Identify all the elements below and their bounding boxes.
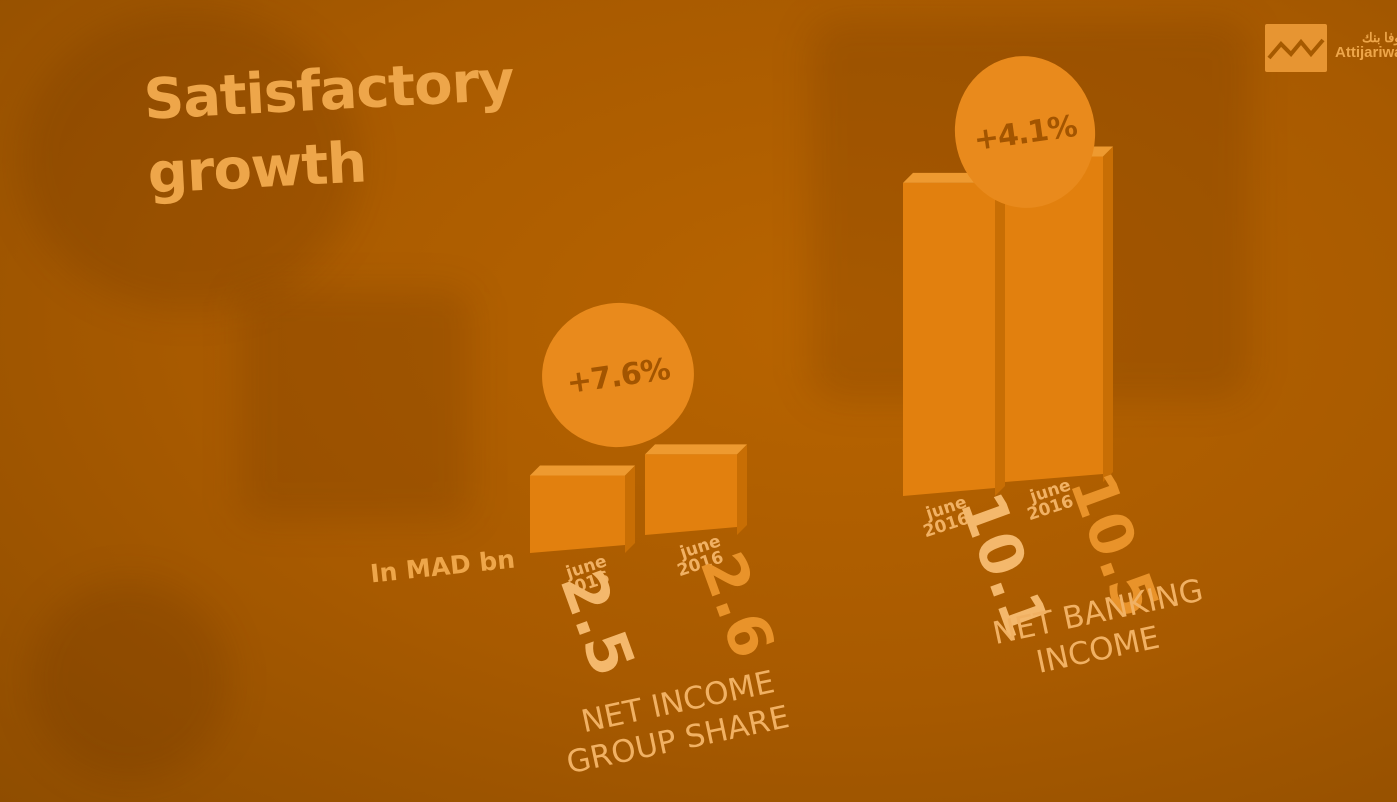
attijariwafa-bank-logo-icon <box>1265 24 1327 72</box>
growth-bubble <box>542 302 694 448</box>
bar-side <box>1103 146 1113 482</box>
bar <box>1005 156 1103 482</box>
data-label: 2.5 <box>546 561 648 685</box>
bar <box>645 454 737 535</box>
bar <box>530 475 625 553</box>
bar-top <box>645 444 747 455</box>
background-blob <box>30 580 230 780</box>
bar <box>903 182 995 496</box>
background-blob <box>240 290 470 520</box>
bar-top <box>530 465 635 476</box>
growth-bubble <box>954 56 1096 208</box>
bar-side <box>995 172 1005 496</box>
data-label: 2.6 <box>686 543 788 667</box>
bar-side <box>625 465 635 553</box>
background-blob <box>20 10 360 310</box>
bar-side <box>737 444 747 535</box>
logo-arabic-text: ب وفا بنك <box>1362 30 1397 45</box>
logo-text: Attijariwa <box>1335 44 1397 61</box>
